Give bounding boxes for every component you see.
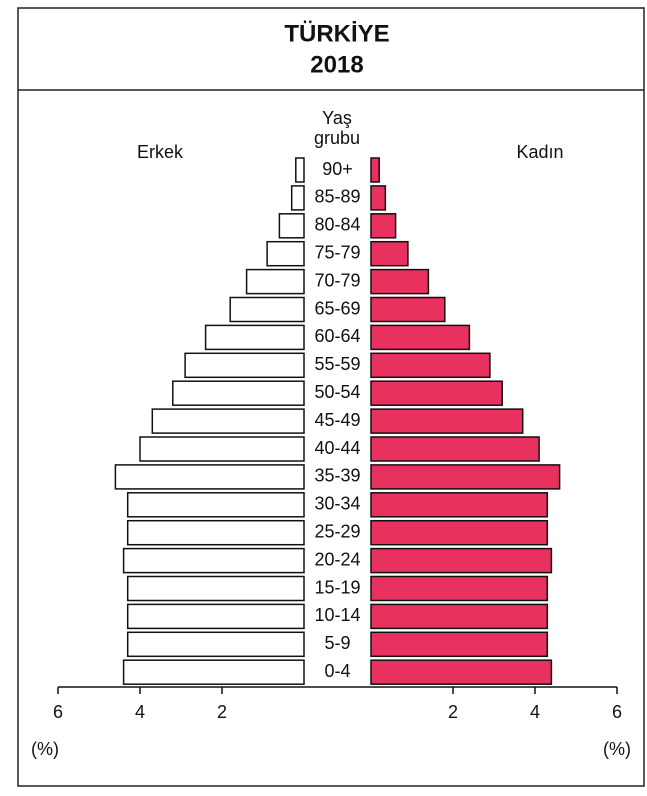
bar (370, 157, 380, 183)
bar (122, 659, 305, 685)
bar (370, 519, 549, 546)
category-label: 55-59 (314, 354, 360, 374)
bar (370, 324, 471, 351)
category-axis-label: Yaş (322, 108, 352, 128)
bar (370, 352, 491, 379)
bar (122, 547, 305, 574)
category-label: 10-14 (314, 605, 360, 625)
bar (370, 547, 553, 574)
chart-title: TÜRKİYE (284, 20, 389, 47)
bar (245, 268, 305, 295)
category-axis-label: grubu (314, 128, 360, 148)
x-axis-label: (%) (603, 739, 631, 759)
category-label: 50-54 (314, 382, 360, 402)
bar (370, 240, 409, 267)
bar (370, 268, 430, 295)
category-label: 70-79 (314, 270, 360, 290)
bar (126, 519, 305, 546)
bar (295, 157, 305, 183)
bar (370, 408, 524, 434)
bar (290, 185, 305, 211)
legend-label: Kadın (516, 142, 563, 162)
bar (184, 352, 305, 379)
bar (370, 213, 397, 239)
x-tick-label: 2 (448, 702, 458, 722)
bar (370, 380, 503, 406)
category-label: 30-34 (314, 494, 360, 514)
category-label: 85-89 (314, 187, 360, 207)
bar (278, 213, 305, 239)
bar (126, 631, 305, 658)
x-axis-label: (%) (31, 739, 59, 759)
x-tick-label: 4 (530, 702, 540, 722)
category-label: 60-64 (314, 326, 360, 346)
bar (370, 603, 549, 630)
category-label: 80-84 (314, 215, 360, 235)
bar (229, 296, 305, 323)
bar (126, 603, 305, 630)
bar (151, 408, 305, 434)
category-label: 40-44 (314, 438, 360, 458)
x-tick-label: 6 (53, 702, 63, 722)
category-label: 25-29 (314, 521, 360, 541)
category-label: 15-19 (314, 577, 360, 597)
bar (370, 575, 549, 602)
x-tick-label: 6 (612, 702, 622, 722)
category-label: 20-24 (314, 549, 360, 569)
bar (266, 240, 305, 267)
bar (370, 659, 553, 685)
bar (204, 324, 305, 351)
legend-label: Erkek (137, 142, 184, 162)
chart-subtitle: 2018 (310, 51, 363, 78)
bar (370, 296, 446, 323)
category-label: 65-69 (314, 298, 360, 318)
frame (17, 7, 645, 787)
bar (114, 464, 305, 490)
bar (370, 436, 540, 462)
category-label: 75-79 (314, 242, 360, 262)
bar (370, 631, 549, 658)
bar (370, 464, 561, 490)
bar (172, 380, 305, 406)
category-label: 0-4 (324, 661, 350, 681)
x-tick-label: 4 (135, 702, 145, 722)
bar (126, 575, 305, 602)
bar (126, 492, 305, 518)
category-label: 35-39 (314, 466, 360, 486)
bar (370, 185, 387, 211)
bar (139, 436, 305, 462)
category-label: 45-49 (314, 410, 360, 430)
category-label: 5-9 (324, 633, 350, 653)
category-label: 90+ (322, 159, 353, 179)
x-tick-label: 2 (217, 702, 227, 722)
bar (370, 492, 549, 518)
